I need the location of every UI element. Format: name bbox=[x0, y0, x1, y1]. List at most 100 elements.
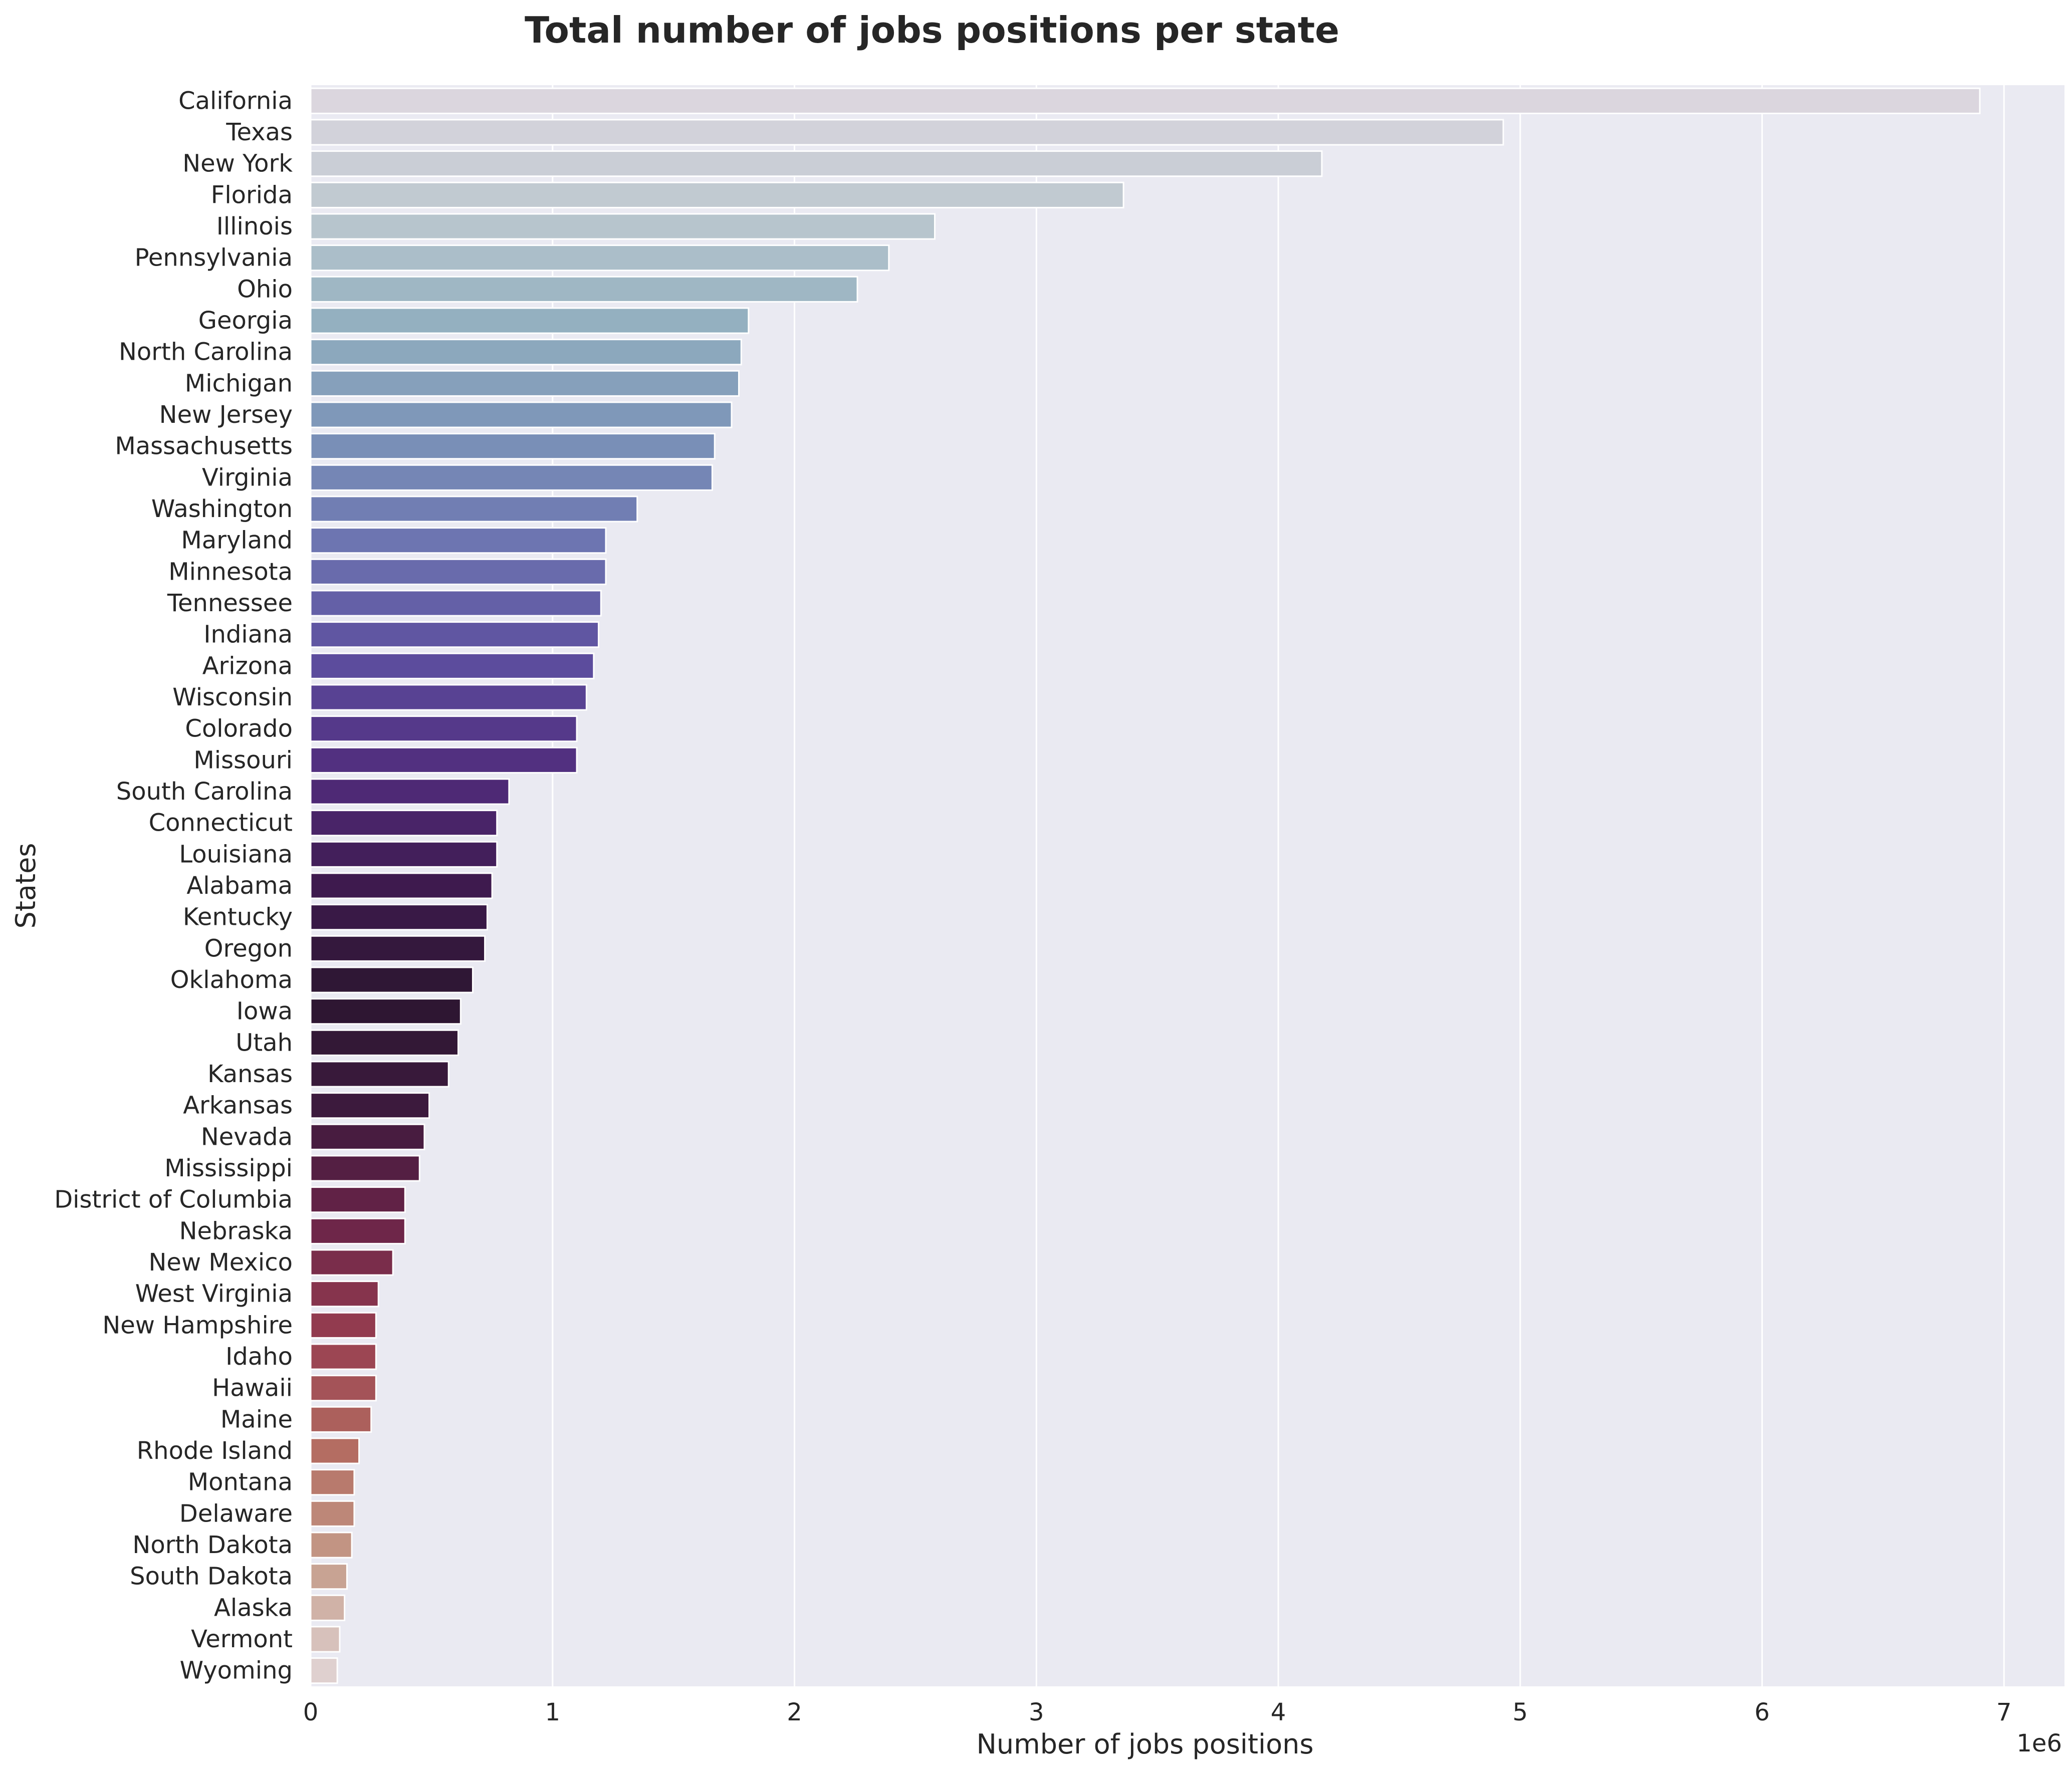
bar bbox=[310, 1343, 377, 1370]
bar bbox=[310, 715, 578, 742]
y-tick-label: Colorado bbox=[185, 715, 293, 743]
y-tick-label: Arkansas bbox=[183, 1092, 293, 1120]
y-tick-label: Louisiana bbox=[179, 840, 293, 868]
x-tick-label: 6 bbox=[1754, 1698, 1770, 1726]
bar bbox=[310, 87, 1981, 114]
x-tick-label: 2 bbox=[787, 1698, 802, 1726]
y-tick-label: Idaho bbox=[225, 1343, 293, 1371]
y-tick-label: Washington bbox=[151, 495, 293, 523]
bar bbox=[310, 1563, 348, 1590]
bar bbox=[310, 746, 578, 774]
bar bbox=[310, 558, 607, 585]
y-tick-label: Maine bbox=[220, 1405, 293, 1433]
bar bbox=[310, 1500, 355, 1527]
x-axis-offset-label: 1e6 bbox=[2016, 1729, 2062, 1757]
y-tick-label: Oklahoma bbox=[170, 966, 293, 994]
bar bbox=[310, 464, 713, 491]
y-tick-label: Nebraska bbox=[179, 1217, 293, 1245]
y-tick-label: Iowa bbox=[237, 997, 293, 1026]
y-tick-label: Rhode Island bbox=[137, 1437, 293, 1465]
bar bbox=[310, 966, 474, 993]
bar bbox=[310, 1061, 449, 1088]
bar bbox=[310, 181, 1124, 208]
bar bbox=[310, 1375, 377, 1402]
bar bbox=[310, 904, 488, 931]
bar bbox=[310, 1406, 372, 1433]
bar bbox=[310, 244, 890, 272]
x-tick-label: 7 bbox=[1996, 1698, 2012, 1726]
y-tick-label: Maryland bbox=[181, 527, 293, 555]
y-tick-label: District of Columbia bbox=[54, 1186, 293, 1214]
chart-title: Total number of jobs positions per state bbox=[525, 9, 1339, 51]
bar bbox=[310, 1217, 406, 1244]
y-tick-label: New Mexico bbox=[148, 1248, 293, 1277]
bar bbox=[310, 998, 462, 1025]
y-tick-label: Delaware bbox=[179, 1499, 293, 1528]
bar bbox=[310, 1155, 420, 1182]
bar bbox=[310, 433, 716, 460]
y-tick-label: North Carolina bbox=[119, 338, 293, 366]
y-tick-label: Illinois bbox=[216, 212, 293, 240]
bar bbox=[310, 684, 587, 711]
bar bbox=[310, 495, 638, 523]
y-tick-label: New Jersey bbox=[159, 401, 293, 429]
y-tick-label: Nevada bbox=[201, 1123, 293, 1151]
y-tick-label: Wisconsin bbox=[172, 683, 293, 711]
x-tick-label: 5 bbox=[1513, 1698, 1528, 1726]
x-tick-label: 0 bbox=[303, 1698, 319, 1726]
bar bbox=[310, 276, 858, 303]
bar bbox=[310, 1029, 459, 1056]
y-tick-label: Kentucky bbox=[183, 903, 293, 931]
y-tick-label: Massachusetts bbox=[115, 432, 293, 460]
bar bbox=[310, 652, 595, 679]
bar bbox=[310, 1249, 394, 1276]
y-axis-label: States bbox=[10, 843, 42, 928]
y-tick-label: Michigan bbox=[185, 369, 293, 397]
y-tick-label: Minnesota bbox=[168, 558, 293, 586]
bar bbox=[310, 527, 607, 554]
y-tick-label: New York bbox=[182, 150, 293, 178]
bar bbox=[310, 1657, 338, 1684]
y-tick-label: Florida bbox=[211, 181, 293, 209]
y-tick-label: Missouri bbox=[193, 746, 293, 774]
bar bbox=[310, 1186, 406, 1213]
x-tick-label: 1 bbox=[545, 1698, 560, 1726]
y-tick-label: California bbox=[178, 87, 293, 115]
y-tick-label: Georgia bbox=[198, 307, 293, 335]
y-tick-label: Alabama bbox=[186, 872, 293, 900]
bar bbox=[310, 1437, 360, 1464]
bar bbox=[310, 841, 498, 868]
bar bbox=[310, 150, 1323, 177]
bar bbox=[310, 1092, 430, 1119]
bar bbox=[310, 1469, 355, 1496]
x-axis-label: Number of jobs positions bbox=[977, 1728, 1314, 1760]
y-tick-label: Texas bbox=[225, 118, 293, 146]
bar bbox=[310, 778, 510, 805]
bar bbox=[310, 872, 493, 899]
x-tick-labels: 0 1 2 3 4 5 6 7 bbox=[303, 1698, 2012, 1726]
bar bbox=[310, 339, 742, 366]
bar bbox=[310, 1281, 379, 1308]
y-tick-label: Utah bbox=[236, 1029, 293, 1057]
x-tick-label: 3 bbox=[1029, 1698, 1044, 1726]
bars bbox=[310, 87, 1981, 1684]
bar bbox=[310, 370, 740, 397]
bar bbox=[310, 213, 936, 240]
y-tick-label: South Dakota bbox=[130, 1563, 293, 1591]
y-tick-label: Kansas bbox=[207, 1060, 293, 1088]
bar bbox=[310, 1532, 353, 1559]
y-tick-label: Mississippi bbox=[164, 1154, 293, 1182]
bar bbox=[310, 401, 733, 428]
bar bbox=[310, 1594, 346, 1621]
y-tick-label: New Hampshire bbox=[102, 1311, 293, 1339]
bar bbox=[310, 810, 498, 837]
bar bbox=[310, 1312, 377, 1339]
y-tick-label: South Carolina bbox=[116, 778, 293, 806]
y-tick-label: Alaska bbox=[214, 1594, 293, 1622]
bar bbox=[310, 119, 1504, 146]
y-tick-label: North Dakota bbox=[132, 1531, 293, 1559]
y-tick-label: West Virginia bbox=[135, 1280, 293, 1308]
y-tick-label: Indiana bbox=[203, 621, 293, 649]
